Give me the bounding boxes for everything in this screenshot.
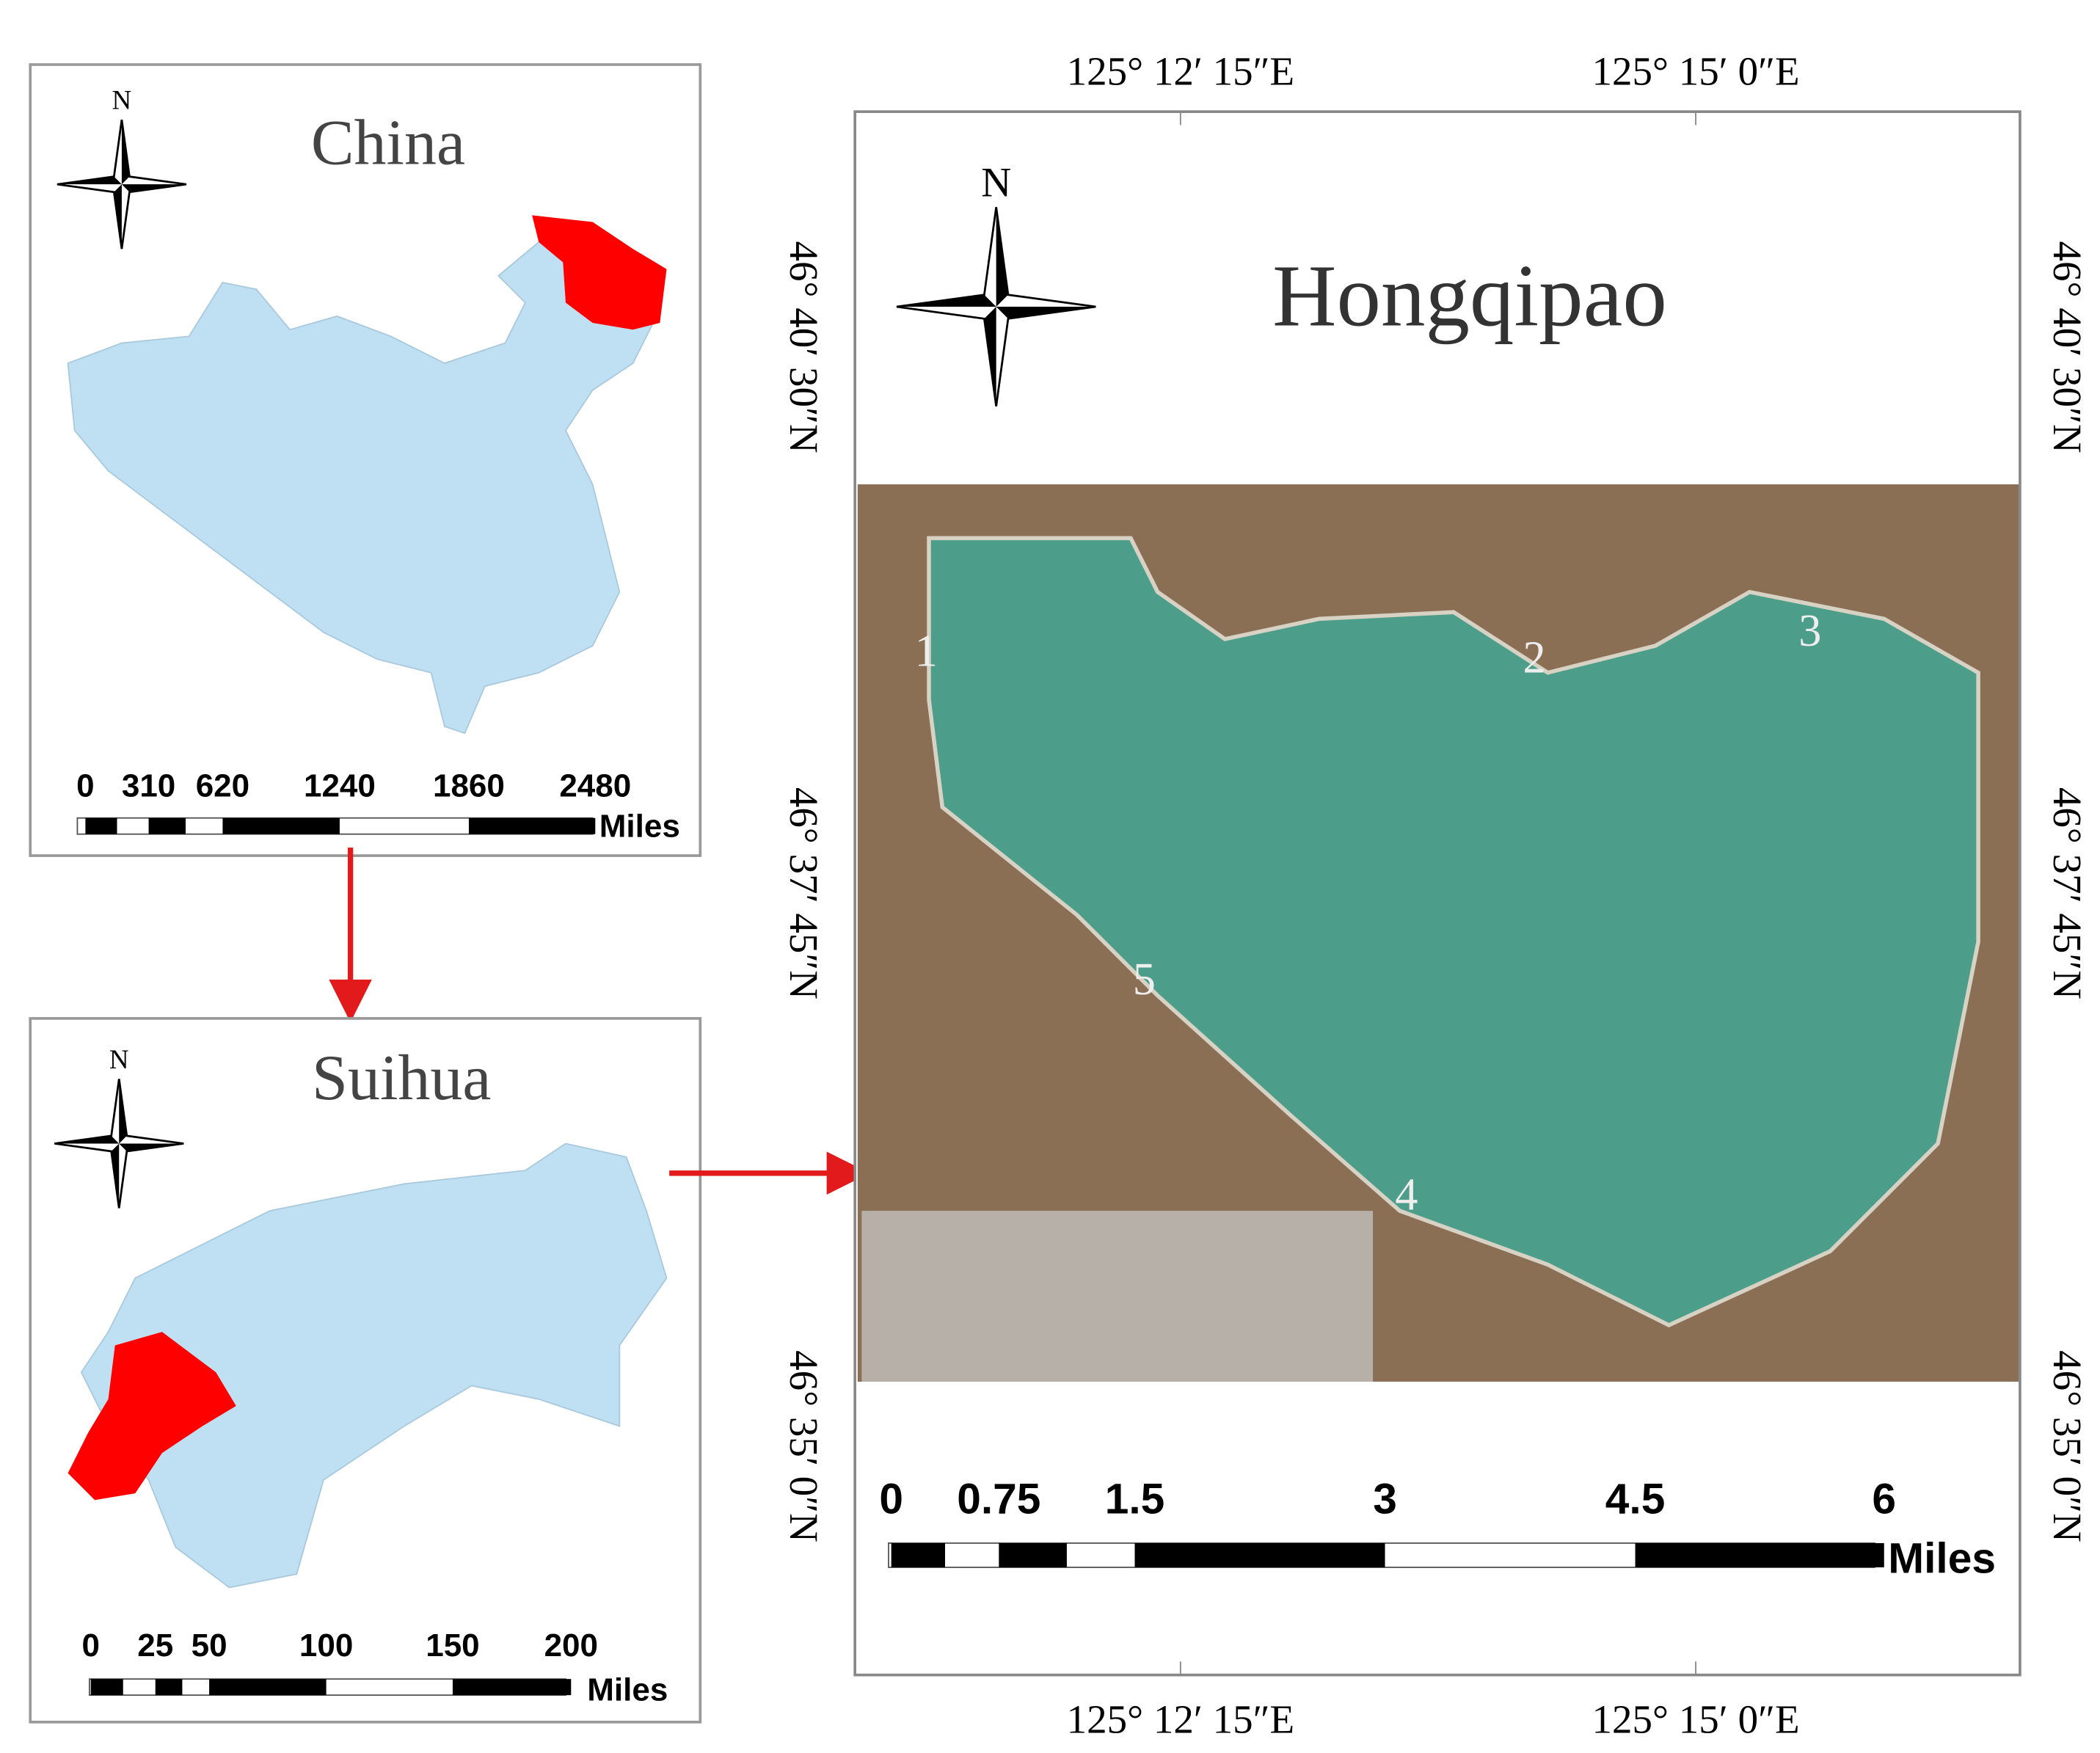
longitude-label: 125° 15′ 0″E [1592, 49, 1800, 94]
north-label: N [981, 160, 1011, 206]
compass [54, 1079, 184, 1209]
latitude-label: 46° 37′ 45″N [2045, 787, 2090, 999]
scale-unit: Miles [599, 808, 680, 844]
north-label: N [109, 1044, 129, 1074]
longitude-label: 125° 12′ 15″E [1067, 49, 1295, 94]
longitude-label: 125° 12′ 15″E [1067, 1696, 1295, 1741]
china-shape [67, 227, 661, 735]
scale-segment [1134, 1542, 1385, 1567]
scale-label: 0 [879, 1476, 903, 1523]
scale-segment [891, 1542, 945, 1567]
scale-label: 50 [192, 1628, 227, 1663]
scale-label: 620 [196, 768, 249, 803]
scale-unit: Miles [587, 1672, 668, 1708]
scale-label: 25 [137, 1628, 173, 1663]
scale-label: 310 [122, 768, 175, 803]
panel-title: China [311, 108, 465, 179]
scale-segment [468, 817, 596, 834]
scale-segment [999, 1542, 1067, 1567]
site-label: 1 [915, 626, 938, 677]
scale-label: 6 [1872, 1476, 1896, 1523]
scale-label: 0 [81, 1628, 99, 1663]
scale-segment [148, 817, 186, 834]
latitude-label: 46° 40′ 30″N [781, 241, 826, 453]
scale-segment [209, 1679, 327, 1696]
scale-segment [1635, 1542, 1884, 1567]
town [861, 1211, 1374, 1382]
lake [927, 536, 1980, 1328]
site-label: 3 [1798, 605, 1821, 656]
longitude-label: 125° 15′ 0″E [1592, 1696, 1800, 1741]
site-label: 2 [1523, 633, 1545, 683]
panel-title: Hongqipao [1272, 247, 1667, 346]
scale-label: 3 [1373, 1476, 1397, 1523]
scale-unit: Miles [1888, 1534, 1996, 1582]
latitude-label: 46° 35′ 0″N [2045, 1350, 2090, 1542]
scale-label: 100 [299, 1628, 353, 1663]
scale-label: 4.5 [1605, 1476, 1666, 1523]
scale-segment [155, 1679, 183, 1696]
scale-segment [452, 1679, 572, 1696]
latitude-label: 46° 40′ 30″N [2045, 241, 2090, 453]
compass [896, 207, 1096, 407]
compass [56, 119, 187, 249]
scale-segment [222, 817, 340, 834]
site-label: 5 [1133, 954, 1156, 1005]
scale-label: 200 [544, 1628, 598, 1663]
latitude-label: 46° 35′ 0″N [781, 1350, 826, 1542]
scale-label: 1860 [433, 768, 505, 803]
compass-shade [56, 120, 186, 249]
scale-label: 1240 [304, 768, 376, 803]
compass-star [54, 1079, 184, 1209]
panel-title: Suihua [312, 1043, 491, 1114]
site-label: 4 [1395, 1169, 1418, 1220]
scale-label: 0 [76, 768, 94, 803]
study-county [68, 1332, 236, 1501]
heilongjiang [532, 215, 667, 330]
scale-label: 0.75 [957, 1476, 1040, 1523]
scale-segment [90, 1679, 123, 1696]
scale-segment [85, 817, 117, 834]
latitude-label: 46° 37′ 45″N [781, 787, 826, 999]
scale-label: 1.5 [1105, 1476, 1165, 1523]
north-label: N [112, 85, 132, 115]
scale-label: 2480 [559, 768, 631, 803]
scale-label: 150 [426, 1628, 479, 1663]
